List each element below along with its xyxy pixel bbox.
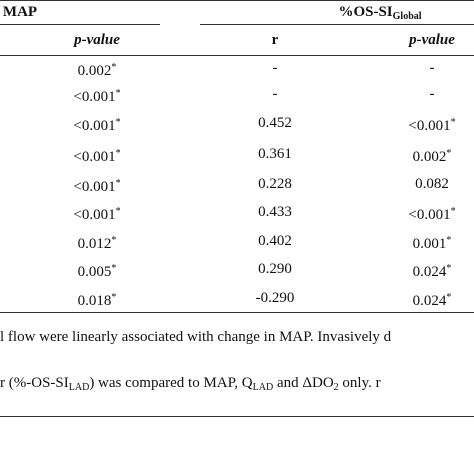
cell-mark: * bbox=[446, 235, 452, 246]
cell-value: 0.005 bbox=[77, 264, 112, 280]
column-header: p-value bbox=[409, 32, 455, 48]
cell-mark: * bbox=[446, 263, 452, 274]
rule bbox=[0, 0, 474, 1]
cell-mark: * bbox=[450, 206, 456, 217]
cell: 0.452 bbox=[258, 114, 292, 132]
cell-mark: * bbox=[111, 263, 117, 274]
cell: 0.024* bbox=[413, 289, 452, 310]
footnote: r (%-OS-SILAD) was compared to MAP, QLAD… bbox=[0, 374, 381, 397]
cell-value: 0.402 bbox=[258, 233, 292, 249]
cell-value: <0.001 bbox=[408, 118, 451, 134]
cell-value: 0.002 bbox=[412, 149, 447, 165]
footnote-text: l flow were linearly associated with cha… bbox=[0, 329, 392, 345]
cell-value: <0.001 bbox=[73, 118, 116, 134]
footnote-text: r (%-OS-SI bbox=[0, 375, 69, 391]
cell: <0.001* bbox=[73, 114, 120, 135]
header-text: MAP bbox=[2, 4, 38, 20]
footnote-text: only. r bbox=[338, 375, 381, 391]
cell-mark: * bbox=[450, 117, 456, 128]
cell-value: - bbox=[272, 86, 278, 102]
cell-value: <0.001 bbox=[408, 207, 451, 223]
rule bbox=[0, 55, 474, 56]
cell: <0.001* bbox=[408, 114, 455, 135]
cell-value: 0.433 bbox=[258, 204, 292, 220]
cell-value: <0.001 bbox=[73, 207, 116, 223]
cell-value: 0.452 bbox=[258, 115, 292, 131]
footnote: l flow were linearly associated with cha… bbox=[0, 328, 391, 346]
cell: <0.001* bbox=[73, 85, 120, 106]
cell: 0.001* bbox=[413, 232, 452, 253]
cell-value: -0.290 bbox=[255, 290, 295, 306]
footnote-text: ) was compared to MAP, Q bbox=[89, 375, 253, 391]
cell-value: - bbox=[429, 60, 435, 76]
cell-mark: * bbox=[446, 292, 452, 303]
cell: - bbox=[430, 59, 435, 77]
cell: 0.361 bbox=[258, 145, 292, 163]
rule bbox=[0, 312, 474, 313]
cell: <0.001* bbox=[73, 175, 120, 196]
cell: - bbox=[273, 59, 278, 77]
cell-value: <0.001 bbox=[73, 149, 116, 165]
cell-value: 0.290 bbox=[258, 261, 292, 277]
group-header: %OS-SIGlobal bbox=[338, 3, 421, 26]
footnote-sub: LAD bbox=[252, 382, 274, 393]
column-header: p-value bbox=[74, 32, 120, 48]
column-header: r bbox=[271, 32, 279, 48]
cell: <0.001* bbox=[408, 203, 455, 224]
cell-mark: * bbox=[115, 148, 121, 159]
cell: 0.228 bbox=[258, 175, 292, 193]
rule bbox=[200, 24, 474, 25]
cell: 0.005* bbox=[78, 260, 117, 281]
cell: <0.001* bbox=[73, 145, 120, 166]
rule bbox=[0, 24, 160, 25]
cell-value: <0.001 bbox=[73, 89, 116, 105]
cell-value: <0.001 bbox=[73, 179, 116, 195]
cell: <0.001* bbox=[73, 203, 120, 224]
footnote-text: and ΔDO bbox=[273, 375, 334, 391]
cell-mark: * bbox=[111, 235, 117, 246]
cell: 0.082 bbox=[415, 175, 449, 193]
cell: 0.002* bbox=[78, 59, 117, 80]
cell-mark: * bbox=[111, 62, 117, 73]
cell: 0.024* bbox=[413, 260, 452, 281]
cell-mark: * bbox=[115, 178, 121, 189]
group-header: MAP bbox=[3, 3, 37, 21]
cell-value: 0.012 bbox=[77, 236, 112, 252]
cell-mark: * bbox=[115, 117, 121, 128]
cell: -0.290 bbox=[256, 289, 295, 307]
cell-value: - bbox=[429, 86, 435, 102]
cell-mark: * bbox=[446, 148, 452, 159]
cell-mark: * bbox=[111, 292, 117, 303]
cell-mark: * bbox=[115, 206, 121, 217]
cell: 0.402 bbox=[258, 232, 292, 250]
footnote-sub: 2 bbox=[333, 382, 339, 393]
header-sub: Global bbox=[392, 11, 422, 22]
cell: 0.290 bbox=[258, 260, 292, 278]
footnote-sub: LAD bbox=[68, 382, 90, 393]
cell-value: 0.002 bbox=[77, 63, 112, 79]
cell-value: 0.082 bbox=[415, 176, 449, 192]
cell-mark: * bbox=[115, 88, 121, 99]
cell-value: 0.228 bbox=[258, 176, 292, 192]
cell-value: 0.024 bbox=[412, 293, 447, 309]
cell-value: 0.001 bbox=[412, 236, 447, 252]
cell-value: - bbox=[272, 60, 278, 76]
cell-value: 0.361 bbox=[258, 146, 292, 162]
cell: 0.433 bbox=[258, 203, 292, 221]
cell-value: 0.018 bbox=[77, 293, 112, 309]
cell: 0.018* bbox=[78, 289, 117, 310]
header-text: %OS-SI bbox=[338, 4, 393, 20]
rule bbox=[0, 416, 474, 417]
cell: 0.002* bbox=[413, 145, 452, 166]
cell: - bbox=[430, 85, 435, 103]
cell-value: 0.024 bbox=[412, 264, 447, 280]
cell: - bbox=[273, 85, 278, 103]
cell: 0.012* bbox=[78, 232, 117, 253]
